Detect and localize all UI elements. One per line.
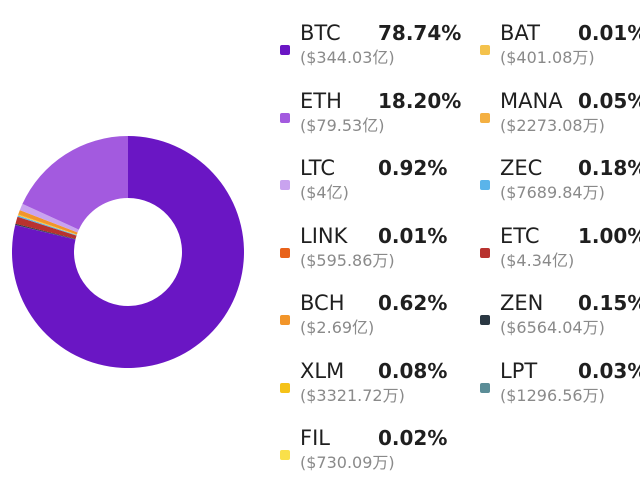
legend-percent-bat: 0.01% [578,21,640,45]
legend-name-etc: ETC [500,223,540,248]
legend-item-fil[interactable]: FIL 0.02% ($730.09万) [280,425,465,481]
legend-name-zen: ZEN [500,291,544,315]
legend-name-ltc: LTC [300,156,336,180]
legend-amount-bat: ($401.08万) [500,48,595,67]
pie-slice-bch[interactable] [18,210,78,235]
pie-slice-btc[interactable] [11,136,245,368]
legend-percent-eth: 18.20% [378,88,462,113]
pie-slice-zec[interactable] [17,215,77,236]
pie-slice-link[interactable] [19,210,78,233]
legend-amount-fil: ($730.09万) [300,453,395,472]
legend-percent-link: 0.01% [378,223,448,248]
pie-slice-xlm[interactable] [18,214,77,235]
legend-percent-zen: 0.15% [578,291,640,315]
legend-item-zen[interactable]: ZEN 0.15% ($6564.04万) [480,290,640,346]
legend-name-link: LINK [300,223,348,248]
legend-name-lpt: LPT [500,358,538,383]
legend-item-mana[interactable]: MANA 0.05%($2273.08万) [480,88,640,144]
legend-swatch-lpt [480,382,490,393]
pie-slice-bat[interactable] [18,215,77,235]
legend-item-btc[interactable]: BTC 78.74% ($344.03亿) [280,20,465,76]
legend-item-lpt[interactable]: LPT 0.03%($1296.56万) [480,358,640,414]
legend-percent-ltc: 0.92% [378,156,448,180]
legend-percent-lpt: 0.03% [578,358,640,383]
legend-percent-xlm: 0.08% [378,358,448,383]
legend-swatch-bat [480,45,490,55]
pie-slice-eth[interactable] [22,136,128,230]
legend-name-fil: FIL [300,426,330,450]
legend-swatch-mana [480,112,490,123]
legend-amount-zen: ($6564.04万) [500,318,605,337]
legend-swatch-fil [280,450,290,460]
legend-amount-eth: ($79.53亿) [300,115,385,135]
pie-slice-zen[interactable] [15,223,76,240]
legend-amount-xlm: ($3321.72万) [300,385,405,405]
legend-swatch-btc [280,45,290,55]
legend-amount-btc: ($344.03亿) [300,48,395,67]
legend-item-xlm[interactable]: XLM 0.08% ($3321.72万) [280,358,465,414]
legend-percent-btc: 78.74% [378,21,462,45]
legend-swatch-zen [480,315,490,325]
legend-item-eth[interactable]: ETH 18.20% ($79.53亿) [280,88,465,144]
legend-amount-mana: ($2273.08万) [500,115,605,135]
legend-name-zec: ZEC [500,156,543,180]
pie-slice-fil[interactable] [18,214,77,235]
legend-swatch-ltc [280,180,290,190]
legend-name-bch: BCH [300,291,345,315]
legend-name-bat: BAT [500,21,540,45]
legend-item-bat[interactable]: BAT 0.01% ($401.08万) [480,20,640,76]
legend-swatch-xlm [280,382,290,393]
pie-slice-etc[interactable] [15,216,77,239]
legend-item-ltc[interactable]: LTC 0.92% ($4亿) [280,155,465,211]
legend-amount-lpt: ($1296.56万) [500,385,605,405]
legend-amount-bch: ($2.69亿) [300,318,375,337]
legend-swatch-eth [280,112,290,123]
legend-item-zec[interactable]: ZEC 0.18% ($7689.84万) [480,155,640,211]
legend-amount-ltc: ($4亿) [300,183,349,202]
legend-percent-fil: 0.02% [378,426,448,450]
legend-swatch-etc [480,247,490,258]
legend-swatch-bch [280,315,290,325]
legend-percent-zec: 0.18% [578,156,640,180]
legend-swatch-zec [480,180,490,190]
legend-swatch-link [280,247,290,258]
legend-item-bch[interactable]: BCH 0.62% ($2.69亿) [280,290,465,346]
legend-name-xlm: XLM [300,358,345,383]
legend-amount-etc: ($4.34亿) [500,250,575,270]
legend-name-eth: ETH [300,88,342,113]
legend-name-btc: BTC [300,21,341,45]
pie-slice-mana[interactable] [17,215,77,236]
legend-percent-mana: 0.05% [578,88,640,113]
pie-slice-ltc[interactable] [19,203,79,233]
legend-amount-zec: ($7689.84万) [500,183,605,202]
legend-percent-bch: 0.62% [378,291,448,315]
pie-slice-lpt[interactable] [15,224,76,240]
legend-name-mana: MANA [500,88,563,113]
legend-percent-etc: 1.00% [578,223,640,248]
legend-amount-link: ($595.86万) [300,250,395,270]
legend-item-link[interactable]: LINK 0.01% ($595.86万) [280,223,465,279]
donut-chart [11,136,245,368]
legend-item-etc[interactable]: ETC 1.00%($4.34亿) [480,223,640,279]
